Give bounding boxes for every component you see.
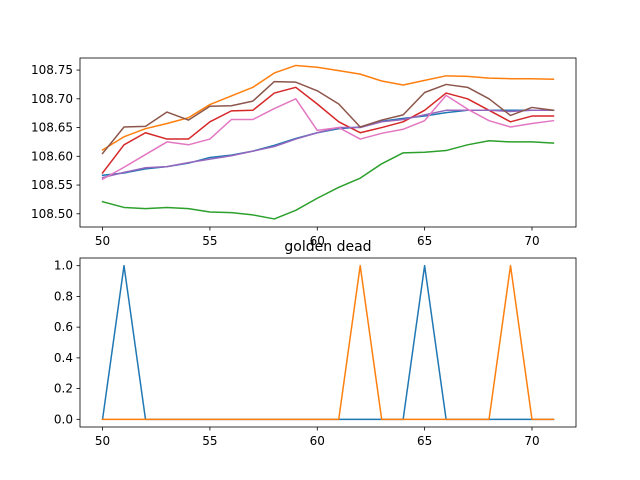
x-tick-label: 65 [417,234,432,248]
y-tick-label: 0.6 [54,320,73,334]
x-tick-label: 50 [95,434,110,448]
x-tick-label: 60 [310,434,325,448]
x-tick-label: 50 [95,234,110,248]
series-line-2 [101,264,555,421]
y-tick-label: 108.75 [31,63,73,77]
y-tick-label: 108.70 [31,92,73,106]
x-tick-label: 65 [417,434,432,448]
axes-frame [79,257,577,428]
series-line-7 [101,94,555,181]
series-line-3 [101,140,555,220]
axes-frame [79,57,577,228]
y-tick-label: 0.4 [54,351,73,365]
series-line-2 [101,64,555,152]
y-tick-label: 0.2 [54,382,73,396]
top-line-chart: 50 55 60 65 70 108.50 108.55 108.60 108.65 108.70… [31,57,577,248]
y-tick-label: 0.0 [54,412,73,426]
y-tick-label: 1.0 [54,259,73,273]
y-tick-label: 108.60 [31,149,73,163]
series-line-4 [101,86,555,175]
y-tick-label: 0.8 [54,289,73,303]
series-line-6 [101,80,555,155]
x-tick-label: 60 [310,234,325,248]
chart-title: golden dead [284,239,371,255]
x-tick-label: 55 [202,434,217,448]
y-tick-label: 108.65 [31,121,73,135]
bottom-signal-chart: 50 55 60 65 70 0.0 0.2 0.4 0.6 0.8 1.0 golden dead [54,239,577,448]
x-tick-label: 70 [524,234,539,248]
series-line-5 [101,109,555,179]
x-tick-label: 55 [202,234,217,248]
y-tick-label: 108.50 [31,207,73,221]
series-line-1 [101,264,555,421]
x-tick-label: 70 [524,434,539,448]
y-tick-label: 108.55 [31,178,73,192]
